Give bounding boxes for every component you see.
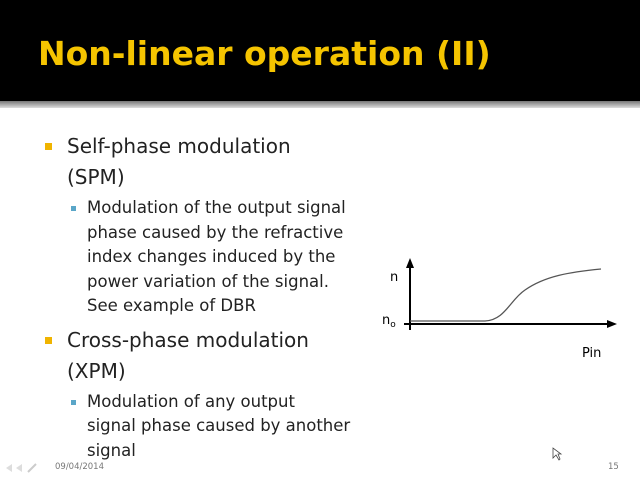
base-label-main: n — [382, 313, 390, 328]
base-label-sub: o — [390, 320, 396, 330]
sub-bullet-text: Modulation of any output — [87, 391, 295, 411]
sub-bullet-marker — [71, 399, 76, 405]
pen-icon[interactable] — [27, 463, 37, 473]
base-label: no — [382, 313, 396, 330]
header-shadow — [0, 101, 640, 108]
sub-bullet-text: phase caused by the refractive — [87, 222, 344, 242]
bullet-marker — [45, 143, 52, 150]
y-label: n — [390, 270, 398, 285]
sub-bullet-text: Modulation of the output signal — [87, 198, 346, 217]
cursor — [552, 447, 563, 461]
bullet-text: Cross-phase modulation — [67, 327, 309, 352]
slide-title: Non-linear operation (II) — [38, 34, 491, 73]
page-number: 15 — [608, 462, 619, 472]
sub-bullet-text: signal phase caused by another — [87, 416, 351, 435]
curve — [410, 268, 602, 322]
bullet-marker — [45, 336, 52, 344]
bullet-text: (SPM) — [67, 165, 125, 189]
y-arrow — [406, 258, 414, 268]
bullet-text: Self-phase modulation — [67, 134, 291, 158]
sub-bullet-text: See example of DBR — [87, 296, 256, 315]
header-bar — [0, 0, 640, 101]
footer-date: 09/04/2014 — [55, 462, 104, 472]
nav-icons[interactable] — [6, 464, 22, 472]
sub-bullet-marker — [71, 206, 76, 211]
sub-bullet-text: power variation of the signal. — [87, 271, 329, 291]
sub-bullet-text: index changes induced by the — [87, 247, 336, 266]
x-label: Pin — [582, 346, 601, 361]
bullet-text: (XPM) — [67, 358, 126, 383]
x-arrow — [607, 320, 617, 328]
sub-bullet-text: signal — [87, 440, 136, 460]
